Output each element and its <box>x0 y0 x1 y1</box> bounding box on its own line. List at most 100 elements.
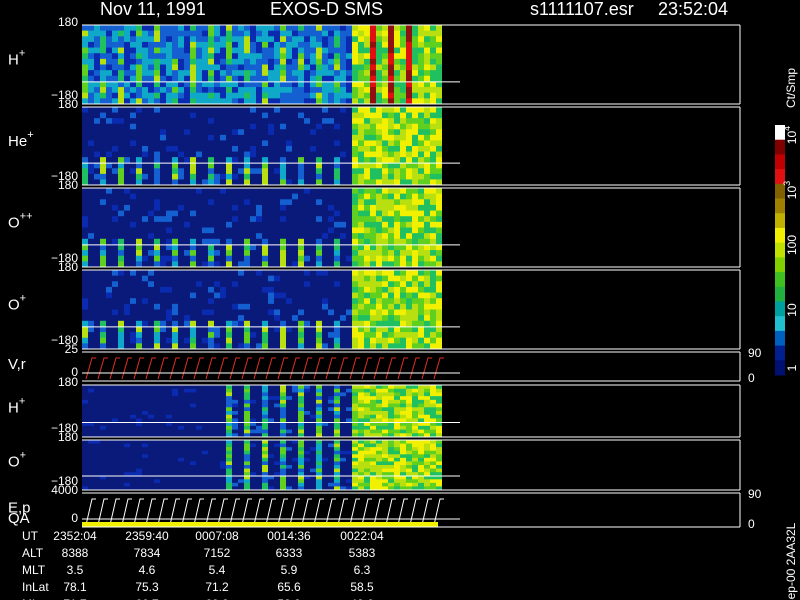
spectrogram-cell <box>268 303 274 310</box>
spectrogram-cell <box>298 465 304 470</box>
spectrogram-cell <box>202 140 208 147</box>
spectrogram-cell <box>262 221 268 228</box>
spectrogram-cell <box>262 87 268 94</box>
spectrogram-cell <box>256 461 262 466</box>
spectrogram-cell <box>82 303 88 310</box>
spectrogram-cell <box>388 64 394 71</box>
spectrogram-cell <box>400 332 406 339</box>
spectrogram-cell <box>214 146 220 153</box>
spectrogram-cell <box>358 275 364 282</box>
spectrogram-cell <box>130 479 136 484</box>
spectrogram-cell <box>328 112 334 119</box>
spectrogram-cell <box>118 168 124 175</box>
spectrogram-cell <box>82 30 88 37</box>
spectrogram-cell <box>196 461 202 466</box>
spectrogram-cell <box>382 179 388 186</box>
spectrogram-cell <box>100 468 106 473</box>
spectrogram-cell <box>202 70 208 77</box>
spectrogram-cell <box>286 433 292 438</box>
spectrogram-cell <box>400 482 406 487</box>
spectrogram-cell <box>322 199 328 206</box>
spectrogram-cell <box>262 112 268 119</box>
spectrogram-cell <box>154 303 160 310</box>
spectrogram-cell <box>286 343 292 350</box>
spectrogram-cell <box>358 486 364 491</box>
spectrogram-cell <box>214 457 220 462</box>
spectrogram-cell <box>88 199 94 206</box>
spectrogram-cell <box>196 87 202 94</box>
spectrogram-cell <box>142 151 148 158</box>
spectrogram-cell <box>118 216 124 223</box>
spectrogram-cell <box>394 292 400 299</box>
spectrogram-cell <box>304 179 310 186</box>
spectrogram-cell <box>202 320 208 327</box>
spectrogram-cell <box>214 429 220 434</box>
spectrogram-cell <box>280 457 286 462</box>
spectrogram-cell <box>304 447 310 452</box>
spectrogram-cell <box>400 388 406 393</box>
spectrogram-cell <box>154 47 160 54</box>
spectrogram-cell <box>244 454 250 459</box>
spectrogram-cell <box>310 250 316 257</box>
spectrogram-cell <box>268 315 274 322</box>
spectrogram-cell <box>178 134 184 141</box>
spectrogram-cell <box>352 270 358 277</box>
spectrogram-cell <box>142 140 148 147</box>
spectrogram-cell <box>82 162 88 169</box>
spectrogram-cell <box>106 343 112 350</box>
spectrogram-cell <box>184 270 190 277</box>
spectrogram-cell <box>370 303 376 310</box>
spectrogram-cell <box>334 461 340 466</box>
spectrogram-cell <box>352 81 358 88</box>
spectrogram-cell <box>352 315 358 322</box>
spectrogram-cell <box>400 157 406 164</box>
spectrogram-cell <box>286 129 292 136</box>
spectrogram-cell <box>166 461 172 466</box>
spectrogram-cell <box>388 450 394 455</box>
spectrogram-cell <box>196 418 202 423</box>
spectrogram-cell <box>106 450 112 455</box>
spectrogram-cell <box>106 227 112 234</box>
spectrogram-cell <box>388 482 394 487</box>
spectrogram-cell <box>256 30 262 37</box>
spectrogram-cell <box>412 238 418 245</box>
spectrogram-cell <box>202 479 208 484</box>
spectrogram-cell <box>196 309 202 316</box>
spectrogram-cell <box>364 303 370 310</box>
spectrogram-cell <box>406 479 412 484</box>
spectrogram-cell <box>418 70 424 77</box>
spectrogram-cell <box>238 64 244 71</box>
spectrogram-cell <box>436 244 442 251</box>
spectrogram-cell <box>184 315 190 322</box>
spectrogram-cell <box>436 146 442 153</box>
spectrogram-cell <box>214 468 220 473</box>
spectrogram-cell <box>160 281 166 288</box>
spectrogram-cell <box>364 173 370 180</box>
spectrogram-cell <box>274 30 280 37</box>
spectrogram-cell <box>262 30 268 37</box>
spectrogram-cell <box>328 414 334 419</box>
spectrogram-cell <box>124 447 130 452</box>
spectrogram-cell <box>322 443 328 448</box>
spectrogram-cell <box>82 275 88 282</box>
spectrogram-cell <box>412 36 418 43</box>
spectrogram-cell <box>220 112 226 119</box>
spectrogram-cell <box>256 418 262 423</box>
spectrogram-cell <box>172 261 178 268</box>
spectrogram-cell <box>214 440 220 445</box>
spectrogram-cell <box>358 450 364 455</box>
spectrogram-cell <box>208 399 214 405</box>
spectrogram-cell <box>250 244 256 251</box>
spectrogram-cell <box>424 179 430 186</box>
spectrogram-cell <box>184 443 190 448</box>
spectrogram-cell <box>328 151 334 158</box>
spectrogram-cell <box>118 81 124 88</box>
spectrogram-cell <box>160 204 166 212</box>
spectrogram-cell <box>310 64 316 71</box>
spectrogram-cell <box>346 151 352 158</box>
spectrogram-cell <box>334 188 340 195</box>
spectrogram-cell <box>238 157 244 164</box>
spectrogram-cell <box>148 162 154 169</box>
spectrogram-cell <box>190 151 196 158</box>
spectrogram-cell <box>256 244 262 251</box>
